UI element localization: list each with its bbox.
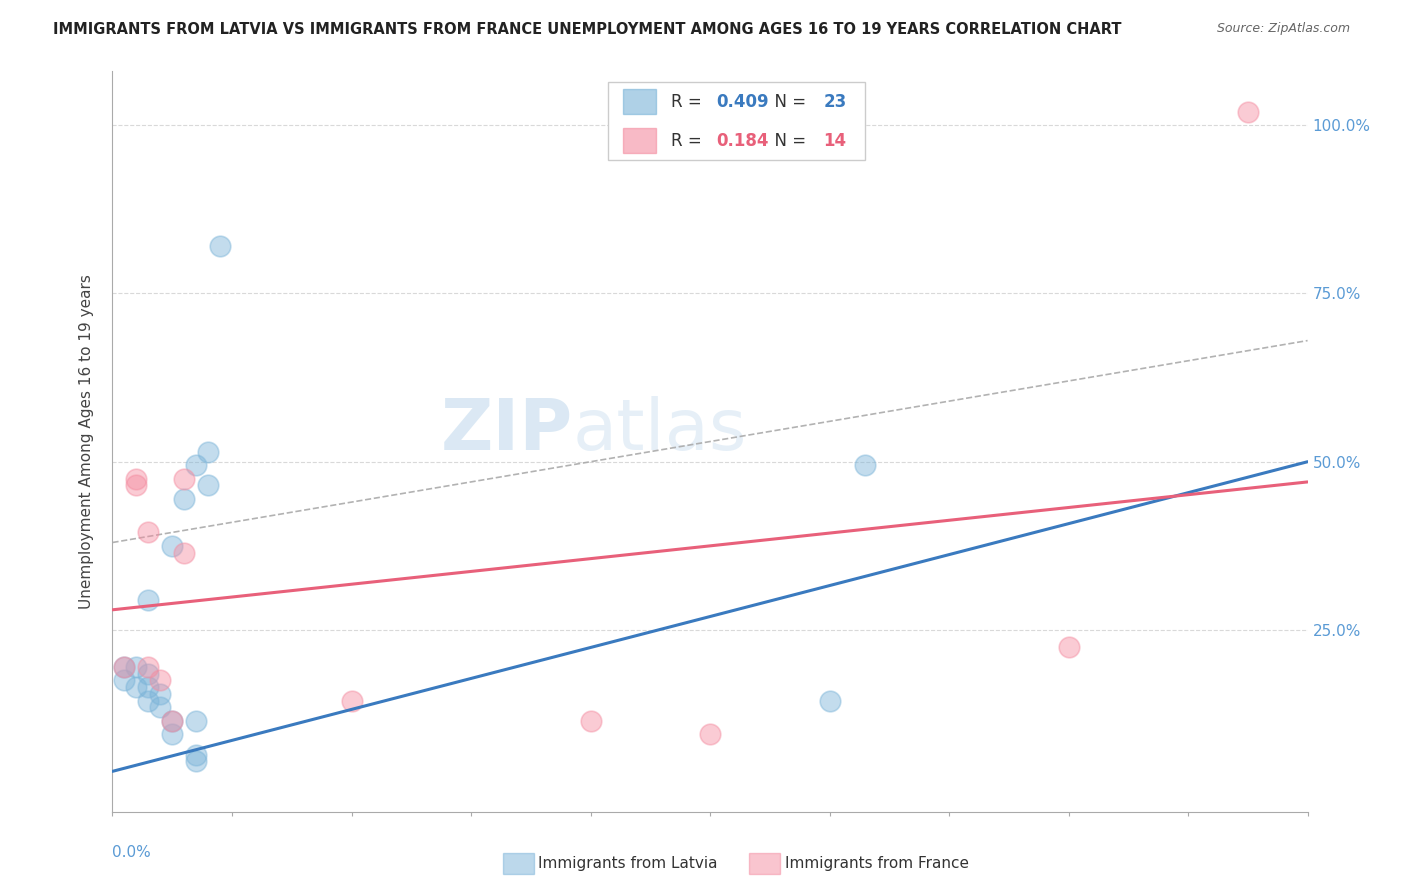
Point: [162, 714, 183, 728]
Text: 14: 14: [824, 132, 846, 150]
Point: [855, 458, 877, 472]
Point: [149, 673, 172, 688]
Point: [149, 687, 172, 701]
Bar: [623, 89, 657, 114]
Point: [138, 592, 160, 607]
Text: N =: N =: [763, 132, 811, 150]
Point: [138, 666, 160, 681]
Point: [125, 478, 148, 492]
Point: [186, 458, 208, 472]
Point: [1237, 104, 1260, 119]
Point: [197, 478, 219, 492]
Text: R =: R =: [671, 93, 707, 111]
FancyBboxPatch shape: [609, 82, 866, 161]
Text: 0.0%: 0.0%: [112, 845, 152, 860]
Point: [125, 472, 148, 486]
Point: [125, 660, 148, 674]
Text: Immigrants from Latvia: Immigrants from Latvia: [538, 856, 718, 871]
Text: Source: ZipAtlas.com: Source: ZipAtlas.com: [1216, 22, 1350, 36]
Point: [579, 714, 602, 728]
Point: [186, 714, 208, 728]
Point: [162, 714, 183, 728]
Text: 23: 23: [824, 93, 846, 111]
Point: [699, 727, 721, 741]
Point: [138, 660, 160, 674]
Point: [162, 727, 183, 741]
Text: Immigrants from France: Immigrants from France: [785, 856, 969, 871]
Text: IMMIGRANTS FROM LATVIA VS IMMIGRANTS FROM FRANCE UNEMPLOYMENT AMONG AGES 16 TO 1: IMMIGRANTS FROM LATVIA VS IMMIGRANTS FRO…: [53, 22, 1122, 37]
Point: [340, 694, 363, 708]
Point: [818, 694, 841, 708]
Point: [173, 546, 195, 560]
Bar: [623, 128, 657, 153]
Point: [149, 700, 172, 714]
Point: [138, 525, 160, 540]
Text: 0.184: 0.184: [716, 132, 769, 150]
Point: [138, 694, 160, 708]
Point: [173, 491, 195, 506]
Text: 0.409: 0.409: [716, 93, 769, 111]
Point: [138, 680, 160, 694]
Point: [114, 660, 135, 674]
Point: [1057, 640, 1080, 654]
Point: [114, 673, 135, 688]
Point: [186, 747, 208, 762]
Point: [186, 754, 208, 768]
Point: [125, 680, 148, 694]
Point: [162, 539, 183, 553]
Text: ZIP: ZIP: [440, 396, 572, 465]
Text: R =: R =: [671, 132, 707, 150]
Point: [209, 239, 232, 253]
Point: [114, 660, 135, 674]
Text: atlas: atlas: [572, 396, 747, 465]
Point: [197, 444, 219, 458]
Y-axis label: Unemployment Among Ages 16 to 19 years: Unemployment Among Ages 16 to 19 years: [79, 274, 94, 609]
Text: N =: N =: [763, 93, 811, 111]
Point: [173, 472, 195, 486]
